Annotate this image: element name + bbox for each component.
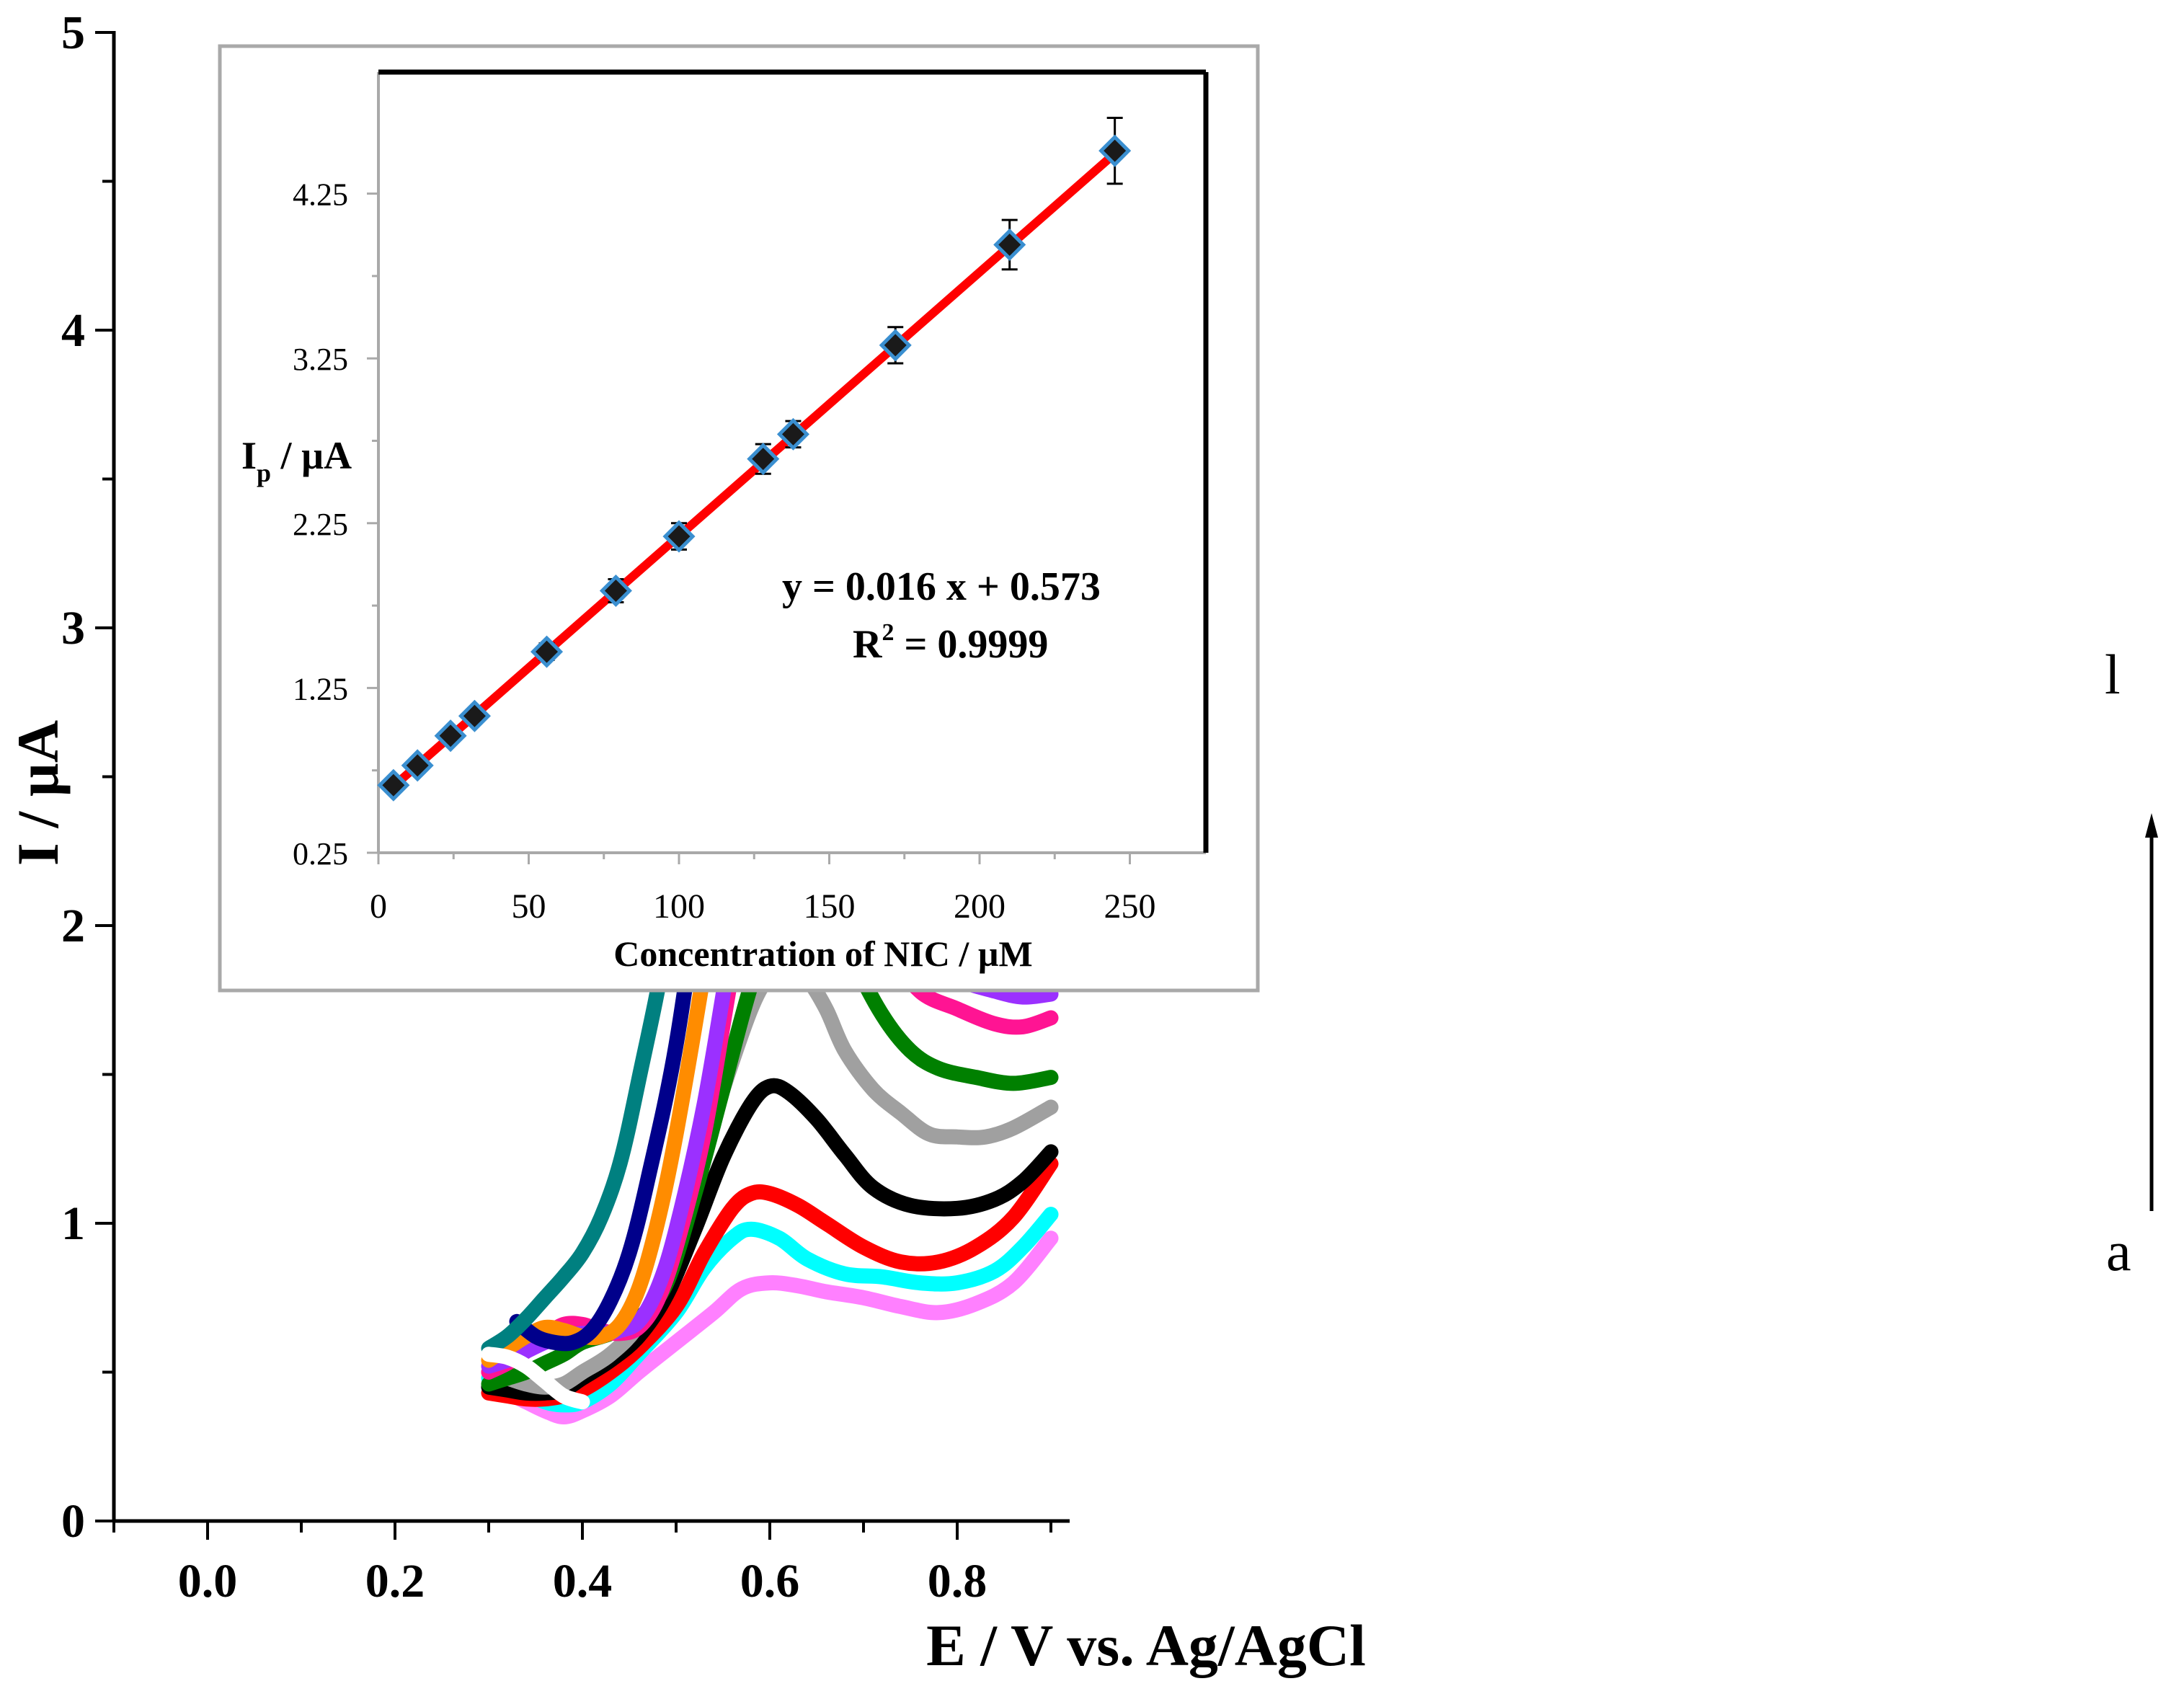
inset-r-squared: R2 = 0.9999 [853,619,1048,667]
curve-trace [481,1347,590,1410]
y-tick-label: 0 [61,1495,85,1548]
x-tick-label: 0.6 [740,1555,800,1607]
y-tick-label: 2 [61,900,85,952]
increase-arrow-head [2145,813,2158,838]
y-tick-label: 4 [61,304,85,357]
curve-a [481,1230,1059,1424]
data-point [599,574,632,608]
main-annotations: l a [2105,643,2158,1282]
fit-line [389,149,1119,791]
data-point [776,417,809,451]
y-tick-label: 5 [61,6,85,59]
inset-axes: 0 50 100 150 200 250 0.25 1.25 2.25 3.25 4.25 [293,69,1209,926]
curve-label-top: l [2105,643,2121,706]
data-point [458,699,491,732]
x-tick-label: 0.2 [365,1555,425,1607]
data-point [530,635,564,668]
x-axis-title: E / V vs. Ag/AgCl [926,1613,1366,1678]
inset-y-tick-label: 4.25 [293,177,348,213]
x-tick-label: 0.4 [553,1555,613,1607]
inset-frame [218,44,1260,993]
main-axes: 0.0 0.2 0.4 0.6 0.8 0 1 2 3 4 5 [61,6,1070,1607]
inset-y-tick-label: 2.25 [293,507,348,542]
curve-f [481,869,1059,1392]
data-point [377,768,410,802]
x-tick-label: 0.0 [178,1555,238,1607]
inset-x-tick-label: 150 [804,887,856,926]
data-point [1098,134,1132,167]
inset-y-tick-label: 3.25 [293,342,348,377]
inset-x-tick-label: 50 [512,887,546,926]
inset-x-axis-title: Concentration of NIC / µM [613,934,1033,974]
inset-equation: y = 0.016 x + 0.573 [782,564,1101,609]
inset-x-tick-label: 100 [653,887,705,926]
y-tick-label: 3 [61,602,85,655]
data-point [879,329,912,362]
data-point [747,443,780,476]
data-point [401,749,434,782]
data-point [434,719,467,753]
inset-x-tick-label: 200 [954,887,1006,926]
y-tick-label: 1 [61,1197,85,1250]
curve-label-bottom: a [2106,1220,2131,1282]
inset-y-tick-label: 1.25 [293,671,348,706]
y-axis-title: I / µA [5,720,71,866]
inset-x-tick-label: 0 [370,887,387,926]
main-axis-labels: E / V vs. Ag/AgCl I / µA [5,720,1366,1678]
inset-y-tick-label: 0.25 [293,836,348,872]
inset-y-axis-title: Ip / µA [241,434,352,487]
x-tick-label: 0.8 [928,1555,987,1607]
inset-fit-line [389,149,1119,791]
data-point [993,228,1026,262]
data-point [662,520,696,553]
inset-text: y = 0.016 x + 0.573 R2 = 0.9999 Concentr… [241,434,1101,974]
inset-x-tick-label: 250 [1104,887,1156,926]
inset-points [377,116,1132,802]
